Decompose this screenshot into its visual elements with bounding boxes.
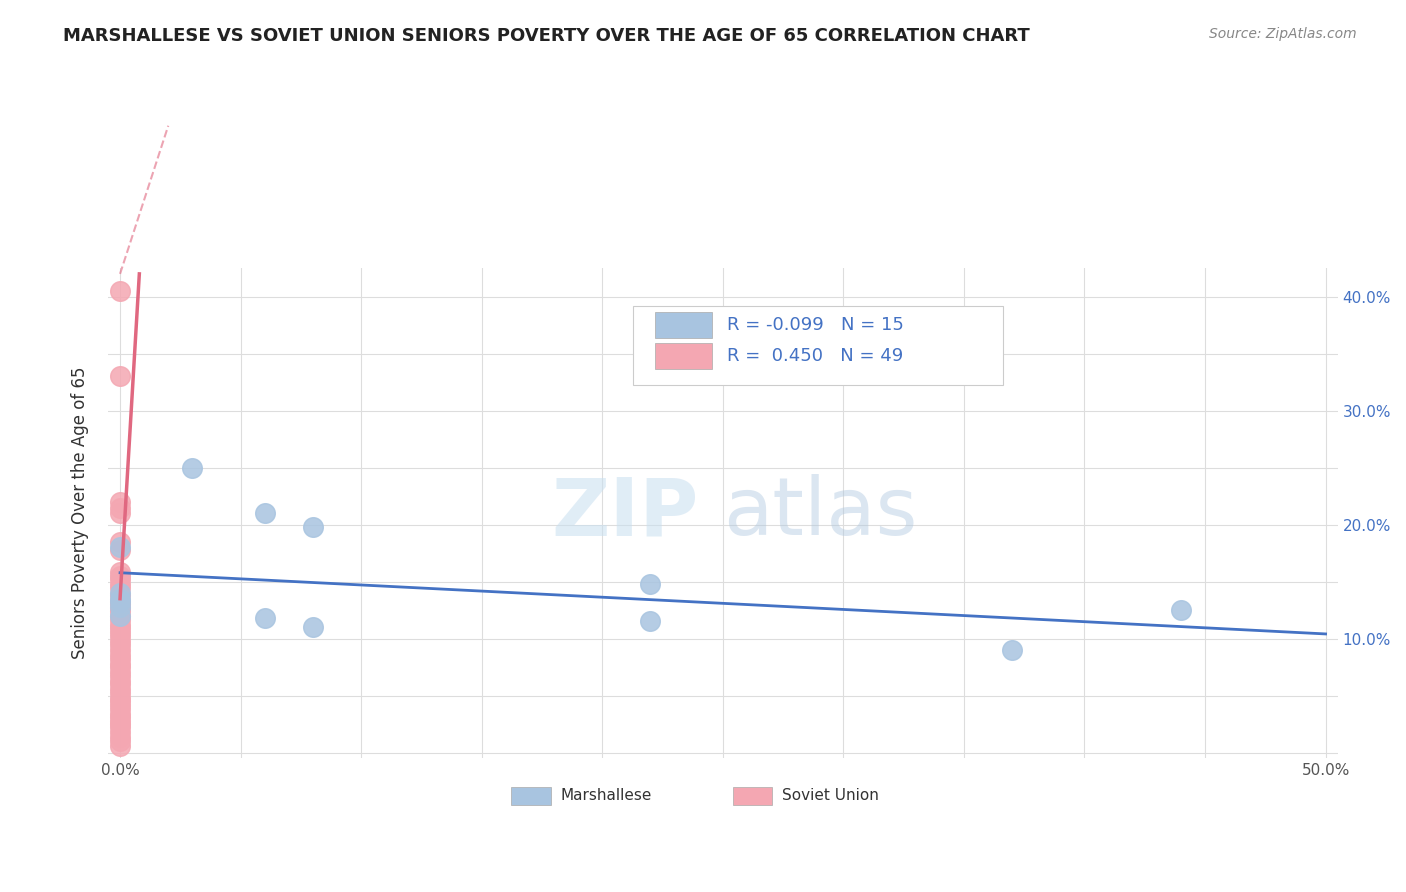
Point xyxy=(108,600,131,615)
Point xyxy=(108,495,131,509)
Point xyxy=(108,648,131,662)
Point xyxy=(108,673,131,688)
Point xyxy=(108,665,131,679)
Point xyxy=(108,542,131,557)
Point xyxy=(108,702,131,716)
FancyBboxPatch shape xyxy=(512,787,551,805)
Point xyxy=(108,613,131,627)
Point xyxy=(108,582,131,596)
Point xyxy=(108,604,131,618)
Point xyxy=(640,577,662,591)
Point xyxy=(108,572,131,586)
Point xyxy=(108,577,131,591)
Point xyxy=(181,460,204,475)
Point xyxy=(108,541,131,555)
Point xyxy=(108,608,131,623)
Point xyxy=(1001,643,1024,657)
Point xyxy=(108,284,131,298)
Point xyxy=(108,624,131,639)
Text: R = -0.099   N = 15: R = -0.099 N = 15 xyxy=(727,316,904,334)
Point xyxy=(108,686,131,700)
Point xyxy=(108,566,131,580)
Text: R =  0.450   N = 49: R = 0.450 N = 49 xyxy=(727,347,903,365)
Point xyxy=(108,534,131,549)
Point xyxy=(108,506,131,520)
Point xyxy=(108,595,131,609)
Point xyxy=(108,657,131,671)
Point xyxy=(108,633,131,648)
Point xyxy=(108,694,131,708)
Point xyxy=(108,588,131,602)
Point xyxy=(108,639,131,653)
Point xyxy=(108,739,131,753)
Point xyxy=(253,611,276,625)
Point xyxy=(108,594,131,608)
Point xyxy=(108,681,131,696)
Point xyxy=(302,620,325,634)
FancyBboxPatch shape xyxy=(733,787,772,805)
Point xyxy=(253,506,276,520)
Point xyxy=(108,643,131,657)
Point xyxy=(108,599,131,614)
FancyBboxPatch shape xyxy=(655,343,711,368)
Point xyxy=(108,714,131,728)
Point xyxy=(108,677,131,691)
Point xyxy=(1170,603,1192,617)
Point xyxy=(108,569,131,583)
Point xyxy=(108,598,131,612)
Text: Soviet Union: Soviet Union xyxy=(782,789,879,804)
Point xyxy=(108,698,131,712)
Point xyxy=(108,586,131,600)
Point xyxy=(108,618,131,632)
Point xyxy=(108,690,131,705)
Point xyxy=(108,730,131,744)
Point xyxy=(108,660,131,674)
Text: ZIP: ZIP xyxy=(551,475,699,552)
FancyBboxPatch shape xyxy=(633,306,1002,384)
Point xyxy=(108,669,131,683)
Point xyxy=(108,369,131,384)
Point xyxy=(108,629,131,643)
Text: Marshallese: Marshallese xyxy=(561,789,652,804)
Point xyxy=(108,706,131,721)
Point xyxy=(302,520,325,534)
Point xyxy=(108,725,131,739)
Y-axis label: Seniors Poverty Over the Age of 65: Seniors Poverty Over the Age of 65 xyxy=(72,367,89,659)
Point xyxy=(108,608,131,623)
Point xyxy=(108,591,131,606)
Text: atlas: atlas xyxy=(723,475,917,552)
Text: Source: ZipAtlas.com: Source: ZipAtlas.com xyxy=(1209,27,1357,41)
FancyBboxPatch shape xyxy=(655,312,711,338)
Text: MARSHALLESE VS SOVIET UNION SENIORS POVERTY OVER THE AGE OF 65 CORRELATION CHART: MARSHALLESE VS SOVIET UNION SENIORS POVE… xyxy=(63,27,1031,45)
Point xyxy=(108,721,131,735)
Point xyxy=(108,710,131,724)
Point xyxy=(108,734,131,748)
Point xyxy=(108,500,131,515)
Point xyxy=(640,615,662,629)
Point xyxy=(108,652,131,666)
Point xyxy=(108,717,131,731)
Point xyxy=(108,621,131,635)
